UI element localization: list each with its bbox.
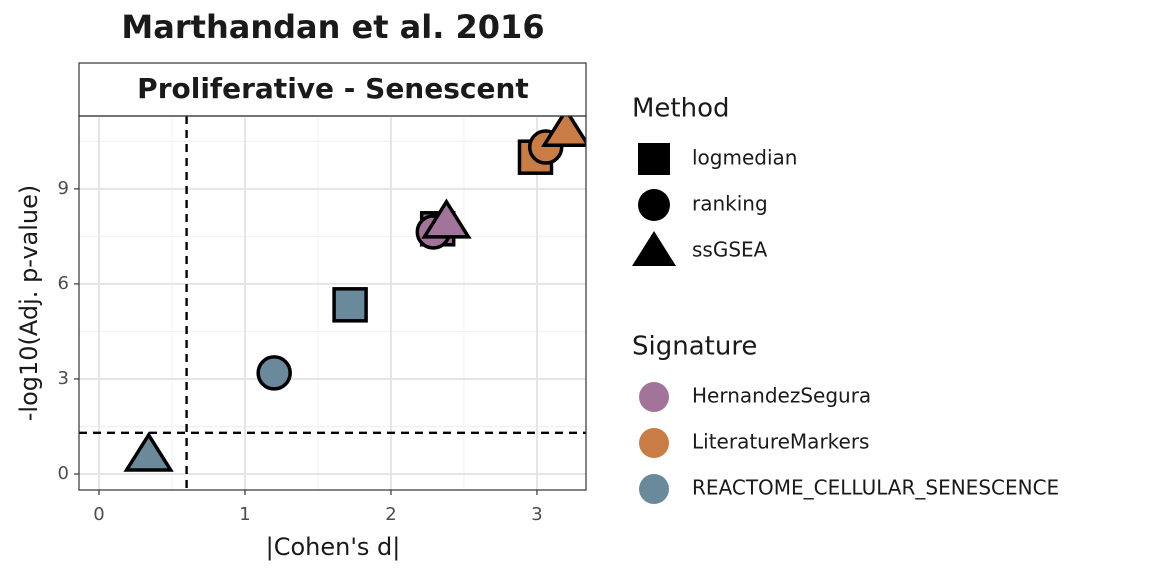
x-tick-label: 3 bbox=[531, 504, 542, 525]
legend-label: REACTOME_CELLULAR_SENESCENCE bbox=[692, 476, 1059, 500]
strip bbox=[78, 62, 587, 117]
y-tick-label: 0 bbox=[58, 463, 69, 484]
y-tick-label: 9 bbox=[58, 178, 69, 199]
x-tick-label: 0 bbox=[93, 504, 104, 525]
legend-symbol bbox=[638, 189, 670, 221]
legend-symbol bbox=[632, 231, 676, 266]
point bbox=[540, 116, 586, 148]
legend-label: LiteratureMarkers bbox=[692, 430, 869, 454]
legend-symbol bbox=[638, 143, 670, 175]
legend-symbol bbox=[639, 428, 669, 458]
legend-symbol bbox=[639, 474, 669, 504]
legend-label: logmedian bbox=[692, 146, 797, 170]
y-axis-label: -log10(Adj. p-value) bbox=[15, 185, 43, 421]
legend-symbol bbox=[639, 382, 669, 412]
legend-title: Method bbox=[632, 94, 730, 124]
legend-label: ranking bbox=[692, 192, 768, 216]
legend-label: ssGSEA bbox=[692, 238, 768, 262]
panel-border bbox=[78, 115, 587, 491]
point bbox=[123, 431, 174, 472]
legend-label: HernandezSegura bbox=[692, 384, 871, 408]
y-tick-label: 6 bbox=[58, 273, 69, 294]
point bbox=[421, 198, 472, 239]
x-tick-label: 1 bbox=[239, 504, 250, 525]
point bbox=[256, 355, 292, 391]
point bbox=[332, 287, 368, 323]
x-tick-label: 2 bbox=[385, 504, 396, 525]
strip-label: Proliferative - Senescent bbox=[137, 72, 529, 105]
y-tick-label: 3 bbox=[58, 368, 69, 389]
chart-title: Marthandan et al. 2016 bbox=[121, 8, 544, 46]
x-axis-label: |Cohen's d| bbox=[266, 533, 401, 561]
legend-title: Signature bbox=[632, 332, 757, 362]
points bbox=[123, 116, 586, 472]
